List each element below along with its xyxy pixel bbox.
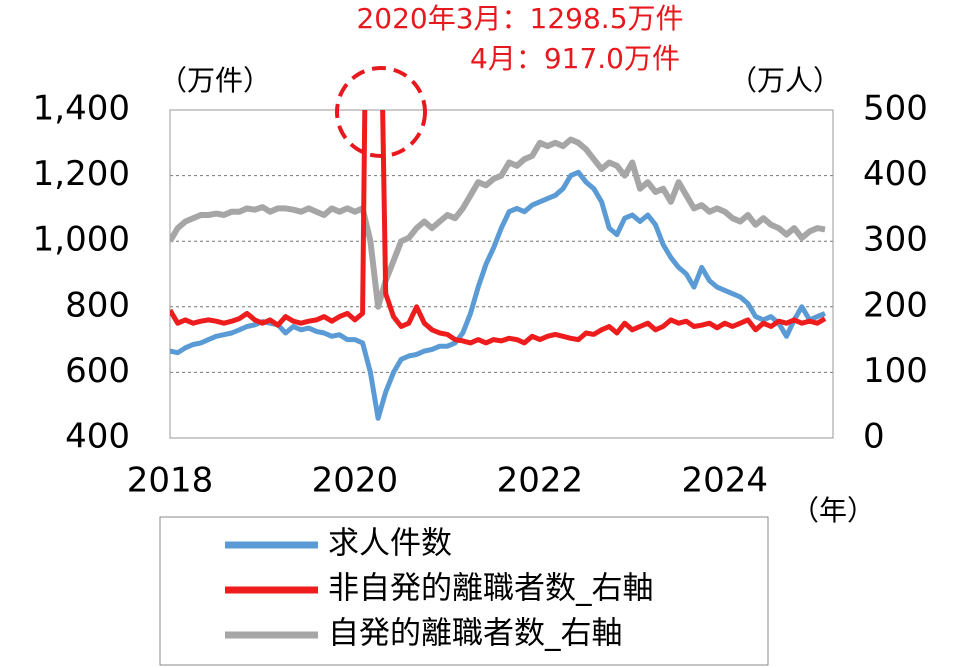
y-tick-label: 1,200 — [33, 154, 130, 194]
y-axis-label: （万件） — [159, 64, 271, 97]
legend-label: 求人件数 — [328, 526, 452, 562]
y2-tick-label: 0 — [863, 417, 885, 457]
x-tick-label: 2018 — [127, 461, 214, 501]
y2-tick-label: 400 — [863, 154, 928, 194]
series-line — [170, 136, 826, 310]
x-tick-label: 2020 — [312, 461, 399, 501]
y2-tick-label: 200 — [863, 285, 928, 325]
series-line — [170, 110, 827, 346]
y2-tick-label: 500 — [863, 89, 928, 129]
y2-tick-label: 100 — [863, 351, 928, 391]
y-tick-label: 600 — [65, 351, 130, 391]
legend-box — [159, 516, 769, 666]
y2-tick-label: 300 — [863, 220, 928, 260]
highlight-circle — [335, 66, 427, 158]
x-axis-label: （年） — [791, 494, 875, 527]
y2-axis-label: （万人） — [729, 64, 841, 97]
y-tick-label: 800 — [65, 285, 130, 325]
y-tick-label: 1,400 — [33, 89, 130, 129]
x-tick-label: 2024 — [682, 461, 769, 501]
legend-label: 自発的離職者数_右軸 — [328, 616, 623, 652]
annotation: 4月：917.0万件 — [470, 42, 680, 75]
annotation: 2020年3月：1298.5万件 — [356, 2, 683, 35]
legend-label: 非自発的離職者数_右軸 — [328, 571, 654, 607]
y-tick-label: 1,000 — [33, 220, 130, 260]
y-tick-label: 400 — [65, 417, 130, 457]
x-tick-label: 2022 — [497, 461, 584, 501]
plot-border — [169, 109, 834, 439]
